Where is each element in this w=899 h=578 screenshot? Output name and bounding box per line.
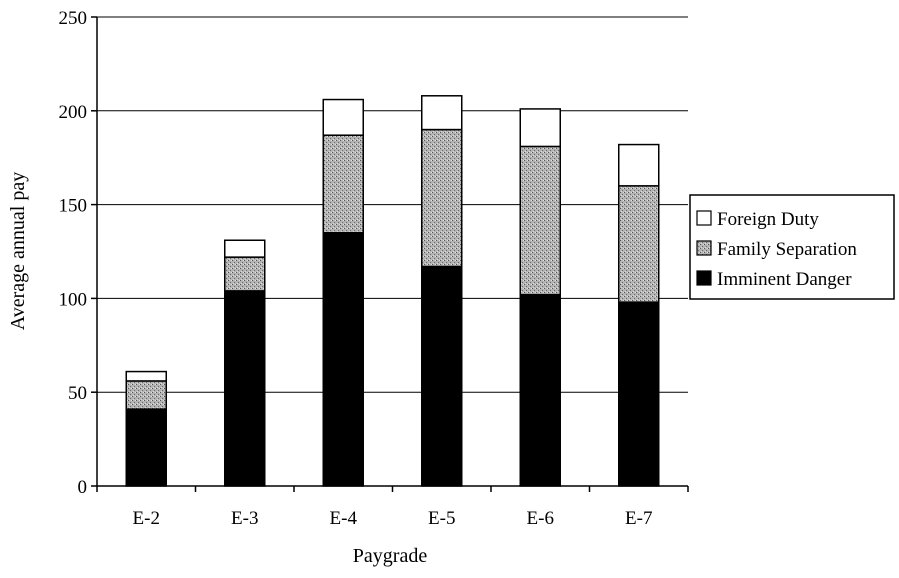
bar-segment: [618, 185, 660, 303]
bar-segment: [618, 143, 660, 187]
x-axis-title: Paygrade: [353, 545, 428, 567]
bar-segment: [224, 256, 266, 292]
bar-segment: [618, 301, 660, 487]
axes: [96, 17, 688, 487]
bar-segment: [224, 290, 266, 487]
x-tick-label: E-3: [231, 508, 258, 529]
x-tick-label: E-4: [330, 508, 358, 529]
bar-segment: [421, 95, 463, 131]
legend-swatch: [696, 210, 712, 226]
y-ticks: 0 50 100 150 200 250: [59, 8, 97, 498]
bar-segment: [519, 145, 561, 296]
bars: [125, 95, 660, 487]
y-tick-label: 0: [78, 477, 88, 498]
bar-segment: [421, 128, 463, 268]
y-axis-title: Average annual pay: [7, 172, 29, 330]
bar-segment: [125, 370, 167, 382]
legend: Foreign Duty Family Separation Imminent Da…: [689, 194, 895, 300]
legend-label: Family Separation: [717, 239, 857, 260]
y-tick-label: 150: [59, 196, 88, 217]
bar-segment: [224, 239, 266, 258]
bar-segment: [322, 134, 364, 234]
y-tick-label: 100: [59, 289, 88, 310]
bar-segment: [322, 98, 364, 136]
bar-segment: [519, 108, 561, 148]
legend-swatch: [696, 240, 712, 256]
bar-segment: [322, 231, 364, 487]
y-tick-label: 250: [59, 8, 88, 29]
bar-segment: [125, 380, 167, 410]
x-tick-label: E-2: [133, 508, 160, 529]
bar-segment: [421, 265, 463, 487]
bar-segment: [519, 293, 561, 487]
legend-label: Imminent Danger: [717, 269, 852, 290]
y-tick-label: 50: [68, 383, 87, 404]
legend-swatch: [696, 270, 712, 286]
legend-box: [689, 194, 895, 300]
bar-segment: [125, 408, 167, 487]
x-tick-label: E-6: [527, 508, 554, 529]
y-tick-label: 200: [59, 102, 88, 123]
legend-label: Foreign Duty: [717, 209, 819, 230]
gridlines: [97, 16, 688, 393]
x-tick-label: E-5: [428, 508, 455, 529]
x-tick-label: E-7: [625, 508, 652, 529]
x-ticks: E-2 E-3 E-4 E-5 E-6 E-7: [96, 486, 689, 529]
